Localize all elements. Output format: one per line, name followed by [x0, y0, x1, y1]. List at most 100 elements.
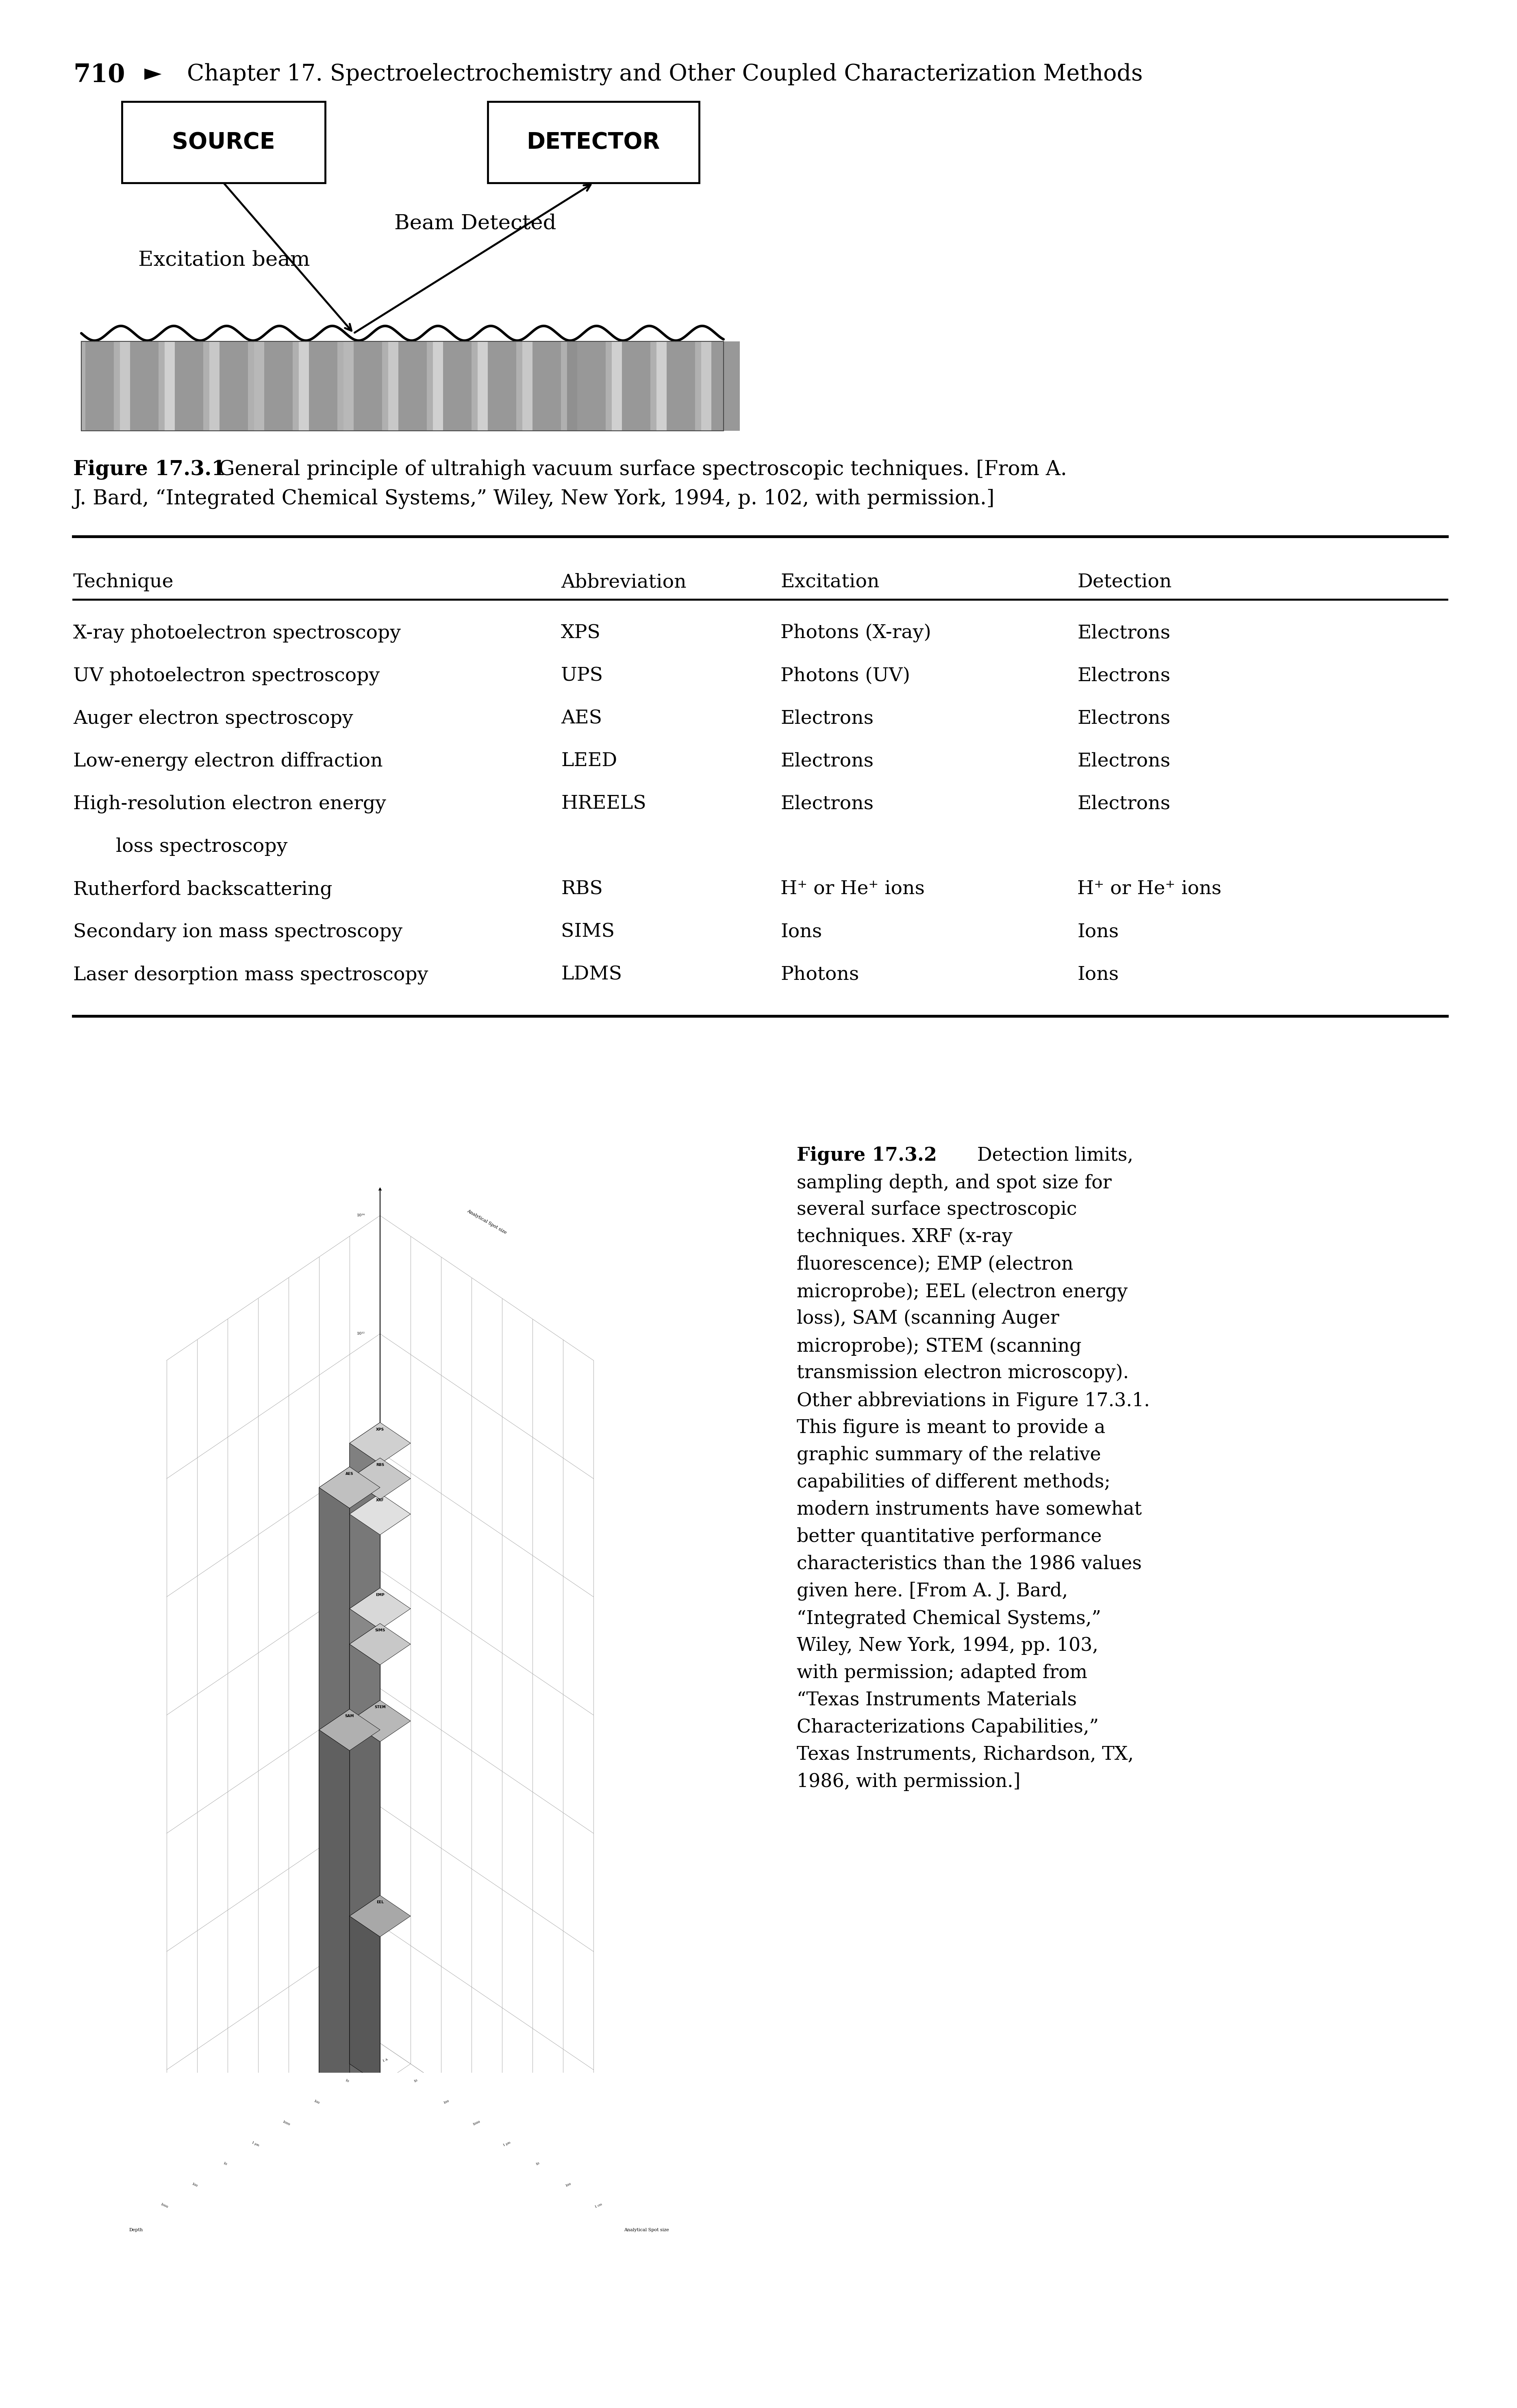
Text: 100: 100: [443, 2100, 449, 2105]
Text: LDMS: LDMS: [561, 966, 622, 982]
Bar: [264, 342, 293, 431]
Bar: [455, 342, 472, 431]
Bar: [432, 342, 449, 431]
Text: H⁺ or He⁺ ions: H⁺ or He⁺ ions: [780, 879, 925, 898]
Bar: [82, 342, 724, 431]
Text: UPS: UPS: [561, 667, 604, 684]
Text: modern instruments have somewhat: modern instruments have somewhat: [796, 1500, 1142, 1519]
Bar: [678, 342, 695, 431]
Text: AES: AES: [561, 710, 602, 727]
Polygon shape: [349, 1587, 381, 2230]
Polygon shape: [349, 1895, 411, 1936]
Text: Excitation: Excitation: [780, 573, 880, 592]
Text: Rutherford backscattering: Rutherford backscattering: [73, 879, 332, 898]
Text: sampling depth, and spot size for: sampling depth, and spot size for: [796, 1173, 1112, 1192]
Polygon shape: [349, 1917, 381, 2085]
Bar: [590, 342, 605, 431]
Bar: [353, 342, 382, 431]
Text: Electrons: Electrons: [780, 710, 874, 727]
Text: AES: AES: [346, 1471, 353, 1476]
Text: better quantitative performance: better quantitative performance: [796, 1527, 1101, 1546]
Text: Beam Detected: Beam Detected: [394, 214, 557, 234]
Polygon shape: [349, 1722, 381, 2126]
Bar: [411, 342, 426, 431]
Text: Photons (UV): Photons (UV): [780, 667, 910, 684]
Text: LEED: LEED: [561, 751, 617, 771]
Text: Figure 17.3.2: Figure 17.3.2: [796, 1146, 938, 1165]
Text: 1000: 1000: [282, 2119, 290, 2126]
Bar: [187, 342, 203, 431]
Bar: [120, 342, 137, 431]
Text: Photons: Photons: [780, 966, 859, 982]
Polygon shape: [349, 1623, 381, 2146]
Bar: [488, 101, 699, 183]
Text: Electrons: Electrons: [780, 751, 874, 771]
Text: Electrons: Electrons: [1077, 710, 1170, 727]
Text: 10¹⁰: 10¹⁰: [356, 1450, 364, 1454]
Text: J. Bard, “Integrated Chemical Systems,” Wiley, New York, 1994, p. 102, with perm: J. Bard, “Integrated Chemical Systems,” …: [73, 489, 995, 508]
Text: loss spectroscopy: loss spectroscopy: [97, 838, 288, 855]
Text: Excitation beam: Excitation beam: [138, 250, 309, 270]
Text: EMP: EMP: [376, 1594, 384, 1597]
Text: SIMS: SIMS: [561, 922, 614, 942]
Text: Electrons: Electrons: [1077, 795, 1170, 814]
Text: General principle of ultrahigh vacuum surface spectroscopic techniques. [From A.: General principle of ultrahigh vacuum su…: [199, 460, 1066, 479]
Text: Ions: Ions: [1077, 922, 1118, 942]
Polygon shape: [349, 1423, 381, 2271]
Polygon shape: [319, 1729, 349, 2105]
Bar: [443, 342, 472, 431]
Text: XRF: XRF: [376, 1498, 384, 1503]
Text: 1 A: 1 A: [382, 2059, 388, 2064]
Text: fluorescence); EMP (electron: fluorescence); EMP (electron: [796, 1255, 1073, 1274]
Text: H⁺ or He⁺ ions: H⁺ or He⁺ ions: [1077, 879, 1221, 898]
Text: 100: 100: [191, 2182, 199, 2186]
Bar: [634, 342, 651, 431]
Text: XPS: XPS: [376, 1428, 384, 1430]
Text: Wiley, New York, 1994, pp. 103,: Wiley, New York, 1994, pp. 103,: [796, 1635, 1098, 1654]
Text: microprobe); STEM (scanning: microprobe); STEM (scanning: [796, 1336, 1082, 1356]
Text: techniques. XRF (x-ray: techniques. XRF (x-ray: [796, 1228, 1012, 1247]
Text: Chapter 17. Spectroelectrochemistry and Other Coupled Characterization Methods: Chapter 17. Spectroelectrochemistry and …: [187, 63, 1142, 84]
Bar: [567, 342, 584, 431]
Bar: [366, 342, 382, 431]
Text: 10¹²: 10¹²: [356, 1332, 364, 1336]
Polygon shape: [349, 1457, 381, 2189]
Text: Secondary ion mass spectroscopy: Secondary ion mass spectroscopy: [73, 922, 402, 942]
Text: 1 cm: 1 cm: [595, 2203, 602, 2208]
Bar: [488, 342, 516, 431]
Text: 10⁸: 10⁸: [358, 1568, 364, 1572]
Bar: [657, 342, 672, 431]
Bar: [143, 342, 159, 431]
Bar: [309, 342, 337, 431]
Text: 10²: 10²: [358, 1924, 364, 1926]
Text: 1 μm: 1 μm: [502, 2141, 511, 2148]
Bar: [522, 342, 539, 431]
Text: Electrons: Electrons: [1077, 624, 1170, 643]
Text: 1000: 1000: [472, 2119, 481, 2126]
Bar: [611, 342, 628, 431]
Polygon shape: [349, 1700, 381, 2105]
Polygon shape: [349, 1493, 411, 1534]
Polygon shape: [349, 1645, 381, 2167]
Text: Electrons: Electrons: [1077, 751, 1170, 771]
Text: 10¹⁴: 10¹⁴: [356, 1214, 364, 1218]
Text: Characterizations Capabilities,”: Characterizations Capabilities,”: [796, 1717, 1098, 1736]
Bar: [85, 342, 114, 431]
Text: Other abbreviations in Figure 17.3.1.: Other abbreviations in Figure 17.3.1.: [796, 1392, 1150, 1411]
Text: 1 A: 1 A: [375, 2059, 381, 2064]
Text: RBS: RBS: [376, 1464, 384, 1466]
Text: High-resolution electron energy: High-resolution electron energy: [73, 795, 387, 814]
Text: 100: 100: [564, 2182, 572, 2186]
Text: Figure 17.3.1: Figure 17.3.1: [73, 460, 226, 479]
Text: Depth: Depth: [129, 2227, 143, 2232]
Bar: [532, 342, 561, 431]
Bar: [622, 342, 651, 431]
Text: SIMS: SIMS: [375, 1628, 385, 1633]
Text: Detection limits,: Detection limits,: [959, 1146, 1133, 1165]
Polygon shape: [319, 1466, 381, 1507]
Bar: [701, 342, 718, 431]
Polygon shape: [349, 1479, 381, 2208]
Text: Detection: Detection: [1077, 573, 1171, 592]
Polygon shape: [349, 1515, 381, 2333]
Text: Ions: Ions: [1077, 966, 1118, 982]
